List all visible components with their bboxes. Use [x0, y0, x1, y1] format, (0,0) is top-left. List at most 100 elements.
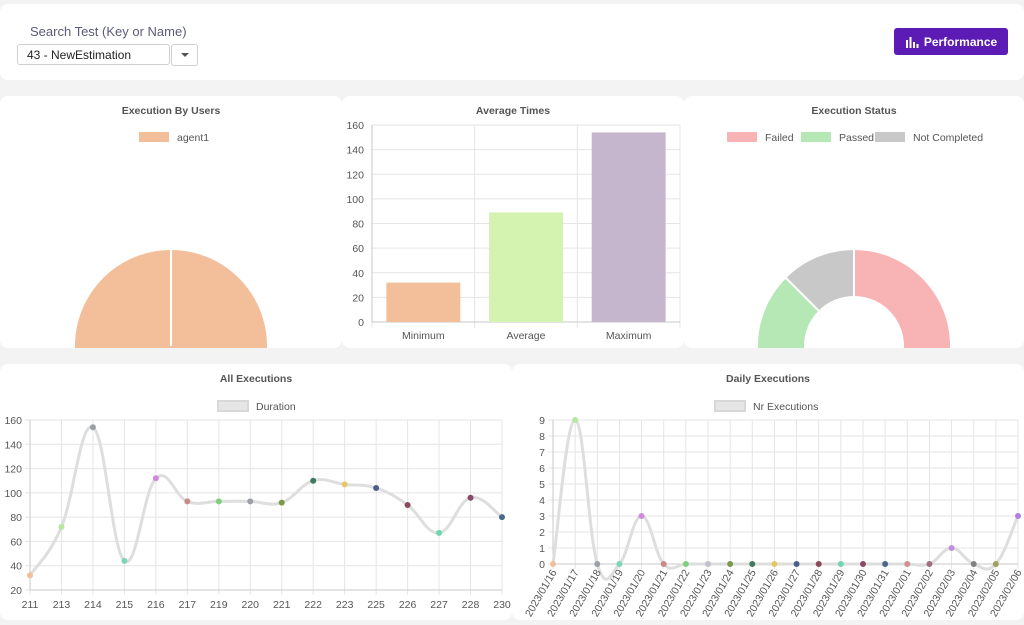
chart-title: Average Times: [476, 105, 550, 117]
legend-swatch: [875, 132, 905, 142]
legend-swatch: [714, 400, 746, 412]
execution-status-card: Execution Status Failed Passed Not Complete…: [684, 96, 1024, 445]
x-tick-label: 230: [493, 599, 511, 611]
execution-by-users-chart: Execution By Users agent1: [75, 105, 267, 442]
data-point: [27, 572, 33, 579]
y-tick-label: 4: [539, 495, 545, 507]
x-tick-label: Minimum: [402, 330, 445, 342]
x-tick-label: 226: [399, 599, 417, 611]
bar-minimum: [386, 282, 461, 322]
data-point: [310, 477, 317, 484]
test-select[interactable]: 43 - NewEstimation: [17, 44, 170, 65]
legend-label: Nr Executions: [753, 401, 818, 413]
x-tick-label: 227: [430, 599, 448, 611]
bar-average: [489, 212, 563, 322]
legend-swatch: [801, 132, 831, 142]
chart-title: Execution Status: [811, 105, 896, 117]
y-tick-label: 120: [346, 169, 364, 181]
execution-by-users-card: Execution By Users agent1: [0, 96, 342, 442]
x-tick-label: 221: [273, 599, 291, 611]
data-point: [616, 561, 623, 567]
data-point: [247, 498, 254, 505]
data-point: [948, 545, 955, 551]
y-tick-label: 0: [539, 559, 545, 571]
data-point: [89, 424, 96, 431]
select-toggle-button[interactable]: [171, 44, 198, 66]
x-tick-label: Average: [507, 330, 546, 342]
data-point: [682, 561, 689, 567]
y-tick-label: 40: [352, 268, 364, 280]
daily-executions-card: Daily Executions Nr Executions 0 1 2 3 4 5 6 7 8 9 2…: [512, 364, 1024, 620]
search-panel: Search Test (Key or Name) 43 - NewEstima…: [0, 4, 1024, 80]
execution-status-chart: Execution Status Failed Passed Not Complete…: [727, 105, 983, 445]
y-tick-label: 120: [4, 464, 22, 476]
data-point: [278, 499, 285, 506]
data-point: [705, 561, 711, 567]
average-times-card: Average Times 0 20 40 60 80 100 120 140 160 Minimu…: [342, 96, 684, 348]
data-point: [638, 513, 645, 519]
x-tick-label: 217: [179, 599, 197, 611]
performance-button[interactable]: Performance: [894, 28, 1008, 55]
data-point: [660, 561, 667, 567]
all-executions-card: All Executions Duration 20 40 60 80 100 120 140 1…: [0, 364, 512, 620]
all-executions-chart: All Executions Duration 20 40 60 80 100 120 140 1…: [4, 373, 511, 611]
legend-label: agent1: [177, 132, 209, 144]
series-line-all: [28, 425, 503, 577]
data-point: [121, 557, 128, 564]
legend-label: Duration: [256, 401, 296, 413]
data-point: [837, 561, 844, 567]
data-point: [404, 502, 411, 508]
data-point: [499, 514, 505, 521]
data-point: [184, 498, 191, 505]
data-point: [815, 561, 822, 567]
data-point: [572, 417, 579, 423]
chart-title: Daily Executions: [726, 373, 810, 385]
x-tick-label: Maximum: [606, 330, 652, 342]
data-point: [373, 485, 380, 491]
x-tick-label: 219: [210, 599, 228, 611]
y-tick-label: 8: [539, 431, 545, 443]
doughnut-slice-not-completed: [783, 247, 855, 313]
y-tick-label: 60: [10, 536, 22, 548]
data-point: [152, 475, 159, 482]
y-tick-label: 5: [539, 479, 545, 491]
performance-label: Performance: [923, 34, 998, 49]
data-point: [793, 561, 800, 567]
search-label: Search Test (Key or Name): [30, 24, 187, 39]
x-tick-label: 215: [116, 599, 134, 611]
legend-label: Not Completed: [913, 132, 983, 144]
y-tick-label: 80: [352, 219, 364, 231]
y-tick-label: 140: [346, 145, 364, 157]
data-point: [860, 561, 866, 567]
bar-maximum: [591, 132, 666, 322]
doughnut-slice-failed: [853, 247, 952, 385]
chart-title: Execution By Users: [122, 105, 221, 117]
y-tick-label: 60: [352, 243, 364, 255]
legend-label: Failed: [765, 132, 794, 144]
data-point: [436, 529, 443, 536]
data-point: [727, 561, 734, 567]
data-point: [341, 481, 348, 488]
y-tick-label: 100: [346, 194, 364, 206]
data-point: [904, 561, 911, 567]
x-tick-label: 216: [147, 599, 165, 611]
legend-swatch: [217, 400, 249, 412]
x-tick-label: 220: [242, 599, 260, 611]
y-tick-label: 160: [346, 120, 364, 132]
y-tick-label: 6: [539, 463, 545, 475]
x-tick-label: 228: [462, 599, 480, 611]
data-point: [771, 561, 778, 567]
y-tick-label: 140: [4, 439, 22, 451]
data-point: [882, 561, 889, 567]
x-tick-label: 223: [336, 599, 354, 611]
data-point: [926, 561, 933, 567]
y-tick-label: 2: [539, 527, 545, 539]
y-tick-label: 20: [10, 585, 22, 597]
data-point: [594, 561, 601, 567]
data-point: [992, 561, 999, 567]
y-tick-label: 20: [352, 292, 364, 304]
chart-title: All Executions: [220, 373, 293, 385]
legend-swatch: [727, 132, 757, 142]
y-tick-label: 7: [539, 447, 545, 459]
